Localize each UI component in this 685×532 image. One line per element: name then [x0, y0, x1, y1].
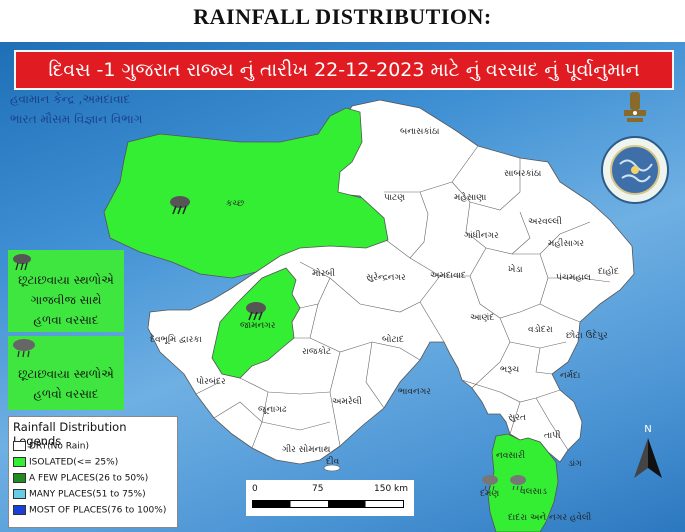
label-ahmedabad: અમદાવાદ — [430, 271, 466, 281]
scale-bar: 0 75 150 km — [246, 480, 414, 516]
label-gir-somnath: ગીર સોમનાથ — [282, 443, 330, 455]
forecast-note-thunder: છૂટાછવાયા સ્થળોએ ગાજવીજ સાથે હળવા વરસાદ — [8, 250, 124, 332]
rain-cloud-icon — [510, 475, 526, 491]
note-line: હળવો વરસાદ — [33, 387, 99, 401]
legend-item: A FEW PLACES(26 to 50%) — [13, 473, 148, 484]
mainland-region — [147, 99, 635, 465]
label-rajkot: રાજકોટ — [302, 345, 331, 357]
legend-item: ISOLATED(<= 25%) — [13, 457, 118, 468]
label-surendranagar: સુરેન્દ્રનગર — [366, 271, 406, 283]
label-patan: પાટણ — [384, 193, 405, 203]
label-porbandar: પોરબંદર — [196, 375, 226, 387]
label-jamnagar: જામનગર — [240, 321, 276, 331]
map-legend: Rainfall Distribution Legends DRY(No Rai… — [8, 416, 178, 528]
scale-tick-0: 0 — [252, 484, 258, 494]
label-dahod: દાહોદ — [598, 265, 619, 277]
legend-item: MANY PLACES(51 to 75%) — [13, 489, 146, 500]
north-label: N — [644, 424, 652, 435]
thunder-cloud-icon — [246, 302, 266, 321]
forecast-banner: દિવસ -1 ગુજરાત રાજ્ય નું તારીખ 22-12-202… — [14, 50, 674, 90]
forecast-note-rain: છૂટાછવાયા સ્થળોએ હળવો વરસાદ — [8, 336, 124, 410]
scale-tick-150: 150 km — [374, 484, 409, 494]
gujarat-map: બનાસકાંઠા કચ્છ પાટણ મહેસાણા સાબરકાંઠા અર… — [103, 99, 635, 532]
emblem-icon — [624, 92, 646, 122]
label-mehsana: મહેસાણા — [454, 191, 486, 203]
note-line: છૂટાછવાયા સ્થળોએ — [18, 367, 114, 381]
label-sabarkantha: સાબરકાંઠા — [504, 168, 541, 179]
label-bharuch: ભરૂચ — [500, 365, 519, 375]
label-bhavnagar: ભાવનગર — [398, 387, 431, 397]
label-chhota-udepur: છોટા ઉદેપુર — [566, 329, 608, 341]
rain-cloud-icon — [482, 475, 498, 491]
label-anand: આણંદ — [470, 312, 494, 323]
note-line: છૂટાછવાયા સ્થળોએ — [18, 273, 114, 287]
legend-swatch — [13, 489, 26, 499]
label-diu: દીવ — [326, 456, 340, 467]
district-kutch — [103, 107, 389, 279]
label-dang: ડાંગ — [568, 458, 582, 469]
label-kutch: કચ્છ — [226, 199, 244, 209]
imd-logo-icon — [601, 136, 669, 204]
legend-item: MOST OF PLACES(76 to 100%) — [13, 505, 166, 516]
scale-bar-graphic — [252, 500, 404, 508]
label-surat: સુરત — [508, 413, 526, 423]
north-arrow-icon — [634, 438, 662, 478]
thunder-cloud-icon — [170, 196, 190, 215]
legend-item: DRY(No Rain) — [13, 441, 89, 452]
thunder-cloud-icon — [13, 254, 31, 271]
legend-swatch — [13, 473, 26, 483]
label-valsad: વલસાડ — [520, 487, 547, 497]
legend-swatch — [13, 505, 26, 515]
label-amreli: અમરેલી — [332, 395, 362, 407]
org-name-line2: ભારત મૌસમ વિજ્ઞાન વિભાગ — [10, 112, 143, 126]
label-devbhumi-dwarka: દેવભૂમિ દ્વારકા — [150, 333, 202, 346]
rain-cloud-icon — [13, 339, 35, 358]
diu-island — [323, 464, 341, 472]
page-title: RAINFALL DISTRIBUTION: — [193, 4, 492, 29]
label-panchmahal: પંચમહાલ — [556, 272, 591, 283]
note-line: હળવા વરસાદ — [33, 313, 99, 327]
note-line: ગાજવીજ સાથે — [30, 293, 102, 307]
legend-swatch — [13, 441, 26, 451]
district-boundaries — [195, 145, 611, 451]
label-narmada: નર્મદા — [560, 370, 580, 381]
label-junagadh: જૂનાગઢ — [258, 405, 287, 415]
label-mahisagar: મહીસાગર — [548, 238, 584, 249]
district-labels: બનાસકાંઠા કચ્છ પાટણ મહેસાણા સાબરકાંઠા અર… — [150, 126, 619, 523]
label-gandhinagar: ગાંધીનગર — [464, 230, 499, 241]
label-morbi: મોરબી — [312, 267, 335, 279]
legend-swatch — [13, 457, 26, 467]
map-frame: દિવસ -1 ગુજરાત રાજ્ય નું તારીખ 22-12-202… — [0, 42, 685, 532]
label-dadra-nagar-haveli: દાદરા અને નગર હવેલી — [508, 511, 592, 523]
label-aravalli: અરવલ્લી — [528, 216, 562, 227]
label-botad: બોટાદ — [382, 333, 404, 345]
label-daman: દમણ — [480, 489, 499, 499]
label-banaskantha: બનાસકાંઠા — [400, 126, 439, 137]
org-name-line1: હવામાન કેન્દ્ર ,અમદાવાદ — [10, 92, 131, 106]
label-tapi: તાપી — [544, 430, 561, 441]
label-vadodara: વડોદરા — [528, 323, 553, 335]
label-kheda: ખેડા — [508, 263, 523, 275]
scale-tick-75: 75 — [312, 484, 324, 494]
label-navsari: નવસારી — [496, 450, 525, 461]
